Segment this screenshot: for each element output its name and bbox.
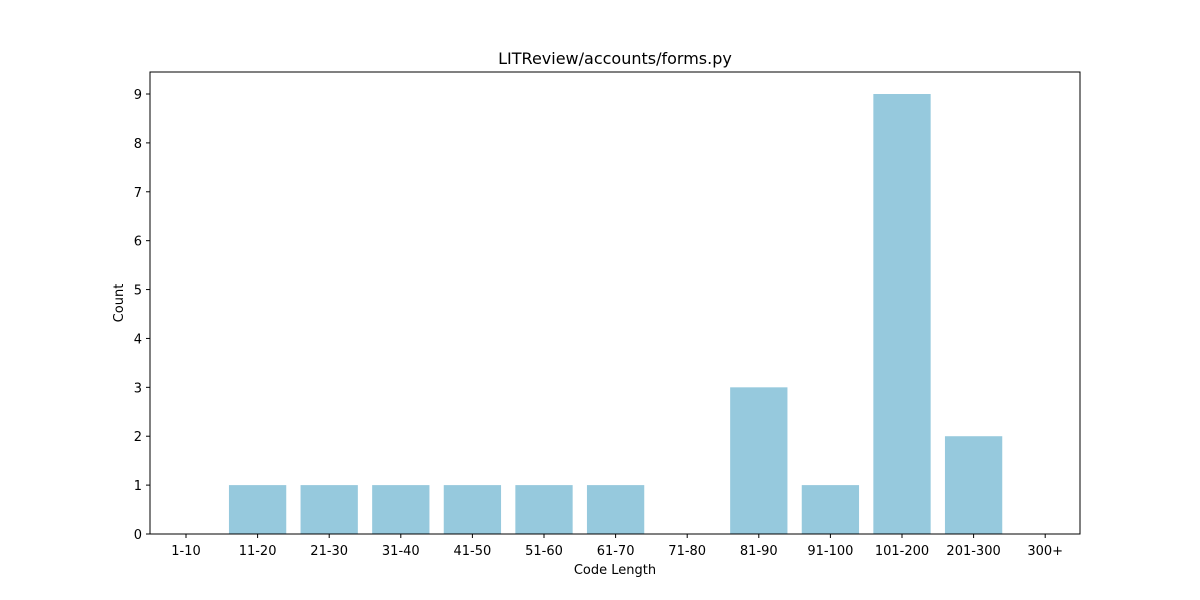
x-tick-label: 201-300 <box>946 544 1000 559</box>
x-tick-label: 91-100 <box>807 544 853 559</box>
bar-41-50 <box>443 485 502 534</box>
bar-61-70 <box>586 485 645 534</box>
x-tick-label: 31-40 <box>382 544 420 559</box>
bar-91-100 <box>801 485 860 534</box>
y-tick-label: 5 <box>134 284 142 299</box>
x-tick-label: 71-80 <box>668 544 706 559</box>
y-tick-label: 0 <box>134 528 142 543</box>
x-tick-label: 51-60 <box>525 544 563 559</box>
y-axis-ticks: 0 1 2 3 4 5 6 7 8 9 <box>134 88 150 543</box>
plot-frame <box>149 71 1081 535</box>
y-tick-label: 7 <box>134 186 142 201</box>
y-axis-label: Count <box>112 284 127 323</box>
y-tick-label: 8 <box>134 137 142 152</box>
bar-51-60 <box>515 485 573 534</box>
bar-101-200 <box>873 94 931 534</box>
y-tick-label: 2 <box>134 430 142 445</box>
x-tick-label: 41-50 <box>454 544 492 559</box>
x-tick-label: 11-20 <box>239 544 277 559</box>
chart-title: LITReview/accounts/forms.py <box>498 49 732 68</box>
x-tick-label: 21-30 <box>310 544 348 559</box>
bars-group <box>228 94 1003 534</box>
x-tick-label: 300+ <box>1027 544 1063 559</box>
y-tick-label: 6 <box>134 235 142 250</box>
y-tick-label: 1 <box>134 479 142 494</box>
x-axis-ticks: 1-10 11-20 21-30 31-40 41-50 51-60 61-70 71-80 8… <box>171 534 1063 559</box>
x-tick-label: 61-70 <box>597 544 635 559</box>
x-tick-label: 1-10 <box>171 544 201 559</box>
bar-81-90 <box>730 387 788 534</box>
y-tick-label: 3 <box>134 381 142 396</box>
bar-201-300 <box>944 436 1003 534</box>
bar-21-30 <box>300 485 358 534</box>
x-tick-label: 101-200 <box>875 544 929 559</box>
bar-11-20 <box>228 485 287 534</box>
x-tick-label: 81-90 <box>740 544 778 559</box>
y-tick-label: 4 <box>134 332 142 347</box>
x-axis-label: Code Length <box>574 563 656 578</box>
y-tick-label: 9 <box>134 88 142 103</box>
bar-31-40 <box>372 485 430 534</box>
